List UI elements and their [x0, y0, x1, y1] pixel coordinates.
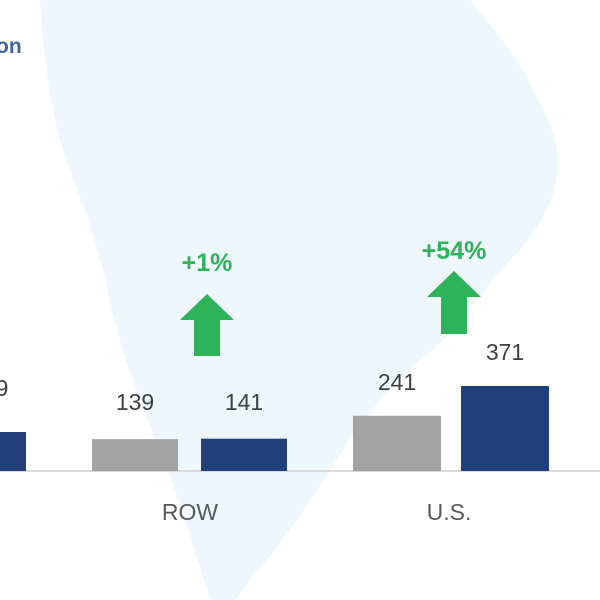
current-bar-us	[461, 386, 549, 471]
bar-value-label: 141	[225, 389, 263, 415]
bar-value-label: 9	[0, 375, 8, 401]
bar-value-label: 241	[378, 369, 416, 395]
chart-title-fragment: on	[0, 35, 22, 58]
bars-group	[0, 386, 549, 471]
background-map-shape	[40, 0, 558, 600]
current-bar-cutoff	[0, 432, 26, 471]
bar-value-label: 371	[486, 339, 524, 365]
prior-bar-us	[353, 415, 441, 471]
x-tick-label-row: ROW	[162, 499, 219, 525]
growth-percent-label: +54%	[422, 237, 487, 265]
growth-indicators-group: +1% +54%	[180, 237, 486, 356]
up-arrow-icon	[427, 271, 481, 334]
x-tick-label-us: U.S.	[427, 499, 472, 525]
bar-value-label: 139	[116, 389, 154, 415]
up-arrow-icon	[180, 294, 234, 356]
prior-bar-row	[92, 439, 178, 471]
growth-percent-label: +1%	[182, 249, 233, 277]
value-labels-group: 9 139 141 241 371	[0, 339, 524, 415]
current-bar-row	[201, 438, 287, 471]
x-tick-labels-group: ROW U.S.	[162, 499, 471, 525]
